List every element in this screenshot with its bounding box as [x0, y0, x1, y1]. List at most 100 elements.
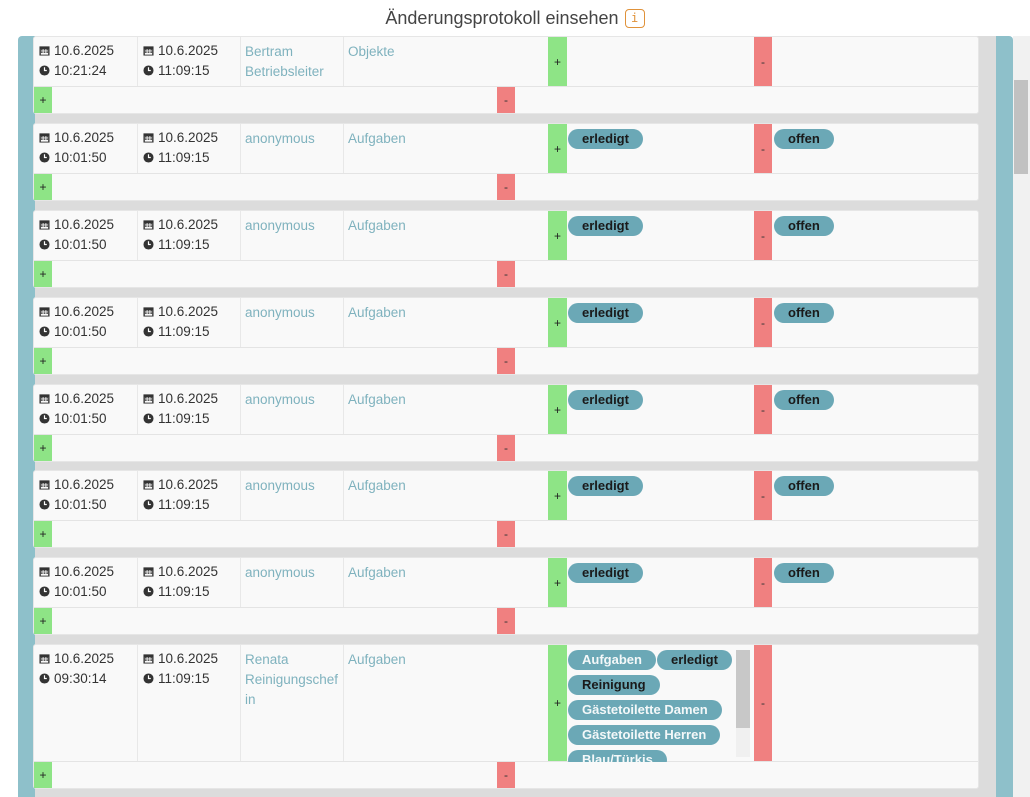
created-cell: 10.6.2025 10:01:50 [34, 558, 138, 607]
calendar-icon [39, 46, 50, 56]
changed-date: 10.6.2025 [158, 304, 219, 319]
added-marker: + [548, 645, 567, 761]
created-date: 10.6.2025 [54, 477, 115, 492]
user-link[interactable]: Renata Reinigungschef in [245, 652, 339, 707]
created-date: 10.6.2025 [54, 651, 115, 666]
created-time: 10:01:50 [54, 584, 107, 599]
category-link[interactable]: Aufgaben [348, 565, 406, 580]
added-marker: + [548, 298, 567, 347]
user-link[interactable]: anonymous [245, 565, 315, 580]
category-link[interactable]: Aufgaben [348, 131, 406, 146]
changed-cell: 10.6.2025 11:09:15 [138, 385, 241, 434]
category-cell: Aufgaben [344, 645, 548, 761]
created-cell: 10.6.2025 10:01:50 [34, 471, 138, 520]
tag-list[interactable]: Aufgaben erledigt Reinigung Gästetoilett… [567, 645, 753, 762]
category-cell: Objekte [344, 37, 548, 86]
user-link[interactable]: anonymous [245, 131, 315, 146]
user-link[interactable]: anonymous [245, 392, 315, 407]
calendar-icon [143, 394, 154, 404]
removed-marker: - [754, 37, 772, 86]
calendar-icon [39, 220, 50, 230]
tag-scrollbar-thumb[interactable] [736, 650, 750, 728]
scrollbar-track[interactable] [1013, 36, 1030, 797]
new-value-badge: erledigt [568, 390, 643, 410]
category-cell: Aufgaben [344, 385, 548, 434]
removed-marker: - [497, 348, 515, 374]
added-marker: + [548, 471, 567, 520]
removed-marker: - [754, 558, 772, 607]
calendar-icon [39, 307, 50, 317]
category-link[interactable]: Aufgaben [348, 218, 406, 233]
removed-marker: - [497, 521, 515, 547]
removed-marker: - [754, 298, 772, 347]
log-entry: 10.6.2025 10:21:24 10.6.2025 11:09:15 Be… [33, 36, 979, 114]
added-marker: + [548, 124, 567, 173]
category-cell: Aufgaben [344, 471, 548, 520]
clock-icon [39, 499, 50, 510]
new-value-badge: erledigt [568, 563, 643, 583]
removed-marker: - [497, 762, 515, 788]
changed-cell: 10.6.2025 11:09:15 [138, 645, 241, 761]
user-link[interactable]: anonymous [245, 305, 315, 320]
old-value-badge: offen [774, 129, 834, 149]
old-value-badge: offen [774, 390, 834, 410]
changed-time: 11:09:15 [158, 63, 210, 78]
changed-date: 10.6.2025 [158, 391, 219, 406]
scrollbar-thumb[interactable] [1014, 80, 1028, 174]
new-value-badge: erledigt [568, 303, 643, 323]
category-link[interactable]: Aufgaben [348, 305, 406, 320]
created-date: 10.6.2025 [54, 130, 115, 145]
category-link[interactable]: Aufgaben [348, 392, 406, 407]
calendar-icon [39, 480, 50, 490]
added-marker: + [34, 608, 52, 634]
calendar-icon [143, 654, 154, 664]
new-value-badge: erledigt [568, 216, 643, 236]
user-cell: anonymous [241, 211, 344, 260]
category-link[interactable]: Aufgaben [348, 652, 406, 667]
created-time: 10:01:50 [54, 237, 107, 252]
added-marker: + [34, 435, 52, 461]
old-value-badge: offen [774, 563, 834, 583]
added-marker: + [34, 261, 52, 287]
calendar-icon [39, 654, 50, 664]
added-marker: + [548, 37, 567, 86]
new-value-badge: erledigt [568, 129, 643, 149]
changed-time: 11:09:15 [158, 671, 210, 686]
created-cell: 10.6.2025 10:01:50 [34, 385, 138, 434]
changed-time: 11:09:15 [158, 237, 210, 252]
tag-badge: Reinigung [568, 675, 660, 695]
clock-icon [143, 499, 154, 510]
created-date: 10.6.2025 [54, 217, 115, 232]
user-cell: anonymous [241, 385, 344, 434]
info-icon[interactable]: i [624, 8, 645, 28]
tag-badge: Gästetoilette Herren [568, 725, 721, 745]
removed-marker: - [754, 385, 772, 434]
removed-marker: - [497, 608, 515, 634]
new-value-badge: erledigt [568, 476, 643, 496]
user-cell: anonymous [241, 124, 344, 173]
changed-cell: 10.6.2025 11:09:15 [138, 124, 241, 173]
old-value-badge: offen [774, 216, 834, 236]
clock-icon [143, 586, 154, 597]
created-time: 10:21:24 [54, 63, 107, 78]
changed-date: 10.6.2025 [158, 477, 219, 492]
category-link[interactable]: Aufgaben [348, 478, 406, 493]
changed-cell: 10.6.2025 11:09:15 [138, 37, 241, 86]
clock-icon [39, 239, 50, 250]
changed-date: 10.6.2025 [158, 651, 219, 666]
tag-badge: erledigt [657, 650, 732, 670]
clock-icon [39, 586, 50, 597]
created-cell: 10.6.2025 10:01:50 [34, 124, 138, 173]
category-link[interactable]: Objekte [348, 44, 395, 59]
added-marker: + [548, 385, 567, 434]
calendar-icon [143, 480, 154, 490]
changed-time: 11:09:15 [158, 497, 210, 512]
category-cell: Aufgaben [344, 124, 548, 173]
changed-cell: 10.6.2025 11:09:15 [138, 471, 241, 520]
added-marker: + [34, 87, 52, 113]
user-link[interactable]: anonymous [245, 478, 315, 493]
user-link[interactable]: anonymous [245, 218, 315, 233]
log-entry: 10.6.2025 10:01:50 10.6.2025 11:09:15 an… [33, 297, 979, 375]
user-link[interactable]: Bertram Betriebsleiter [245, 44, 324, 79]
tag-badge: Gästetoilette Damen [568, 700, 722, 720]
